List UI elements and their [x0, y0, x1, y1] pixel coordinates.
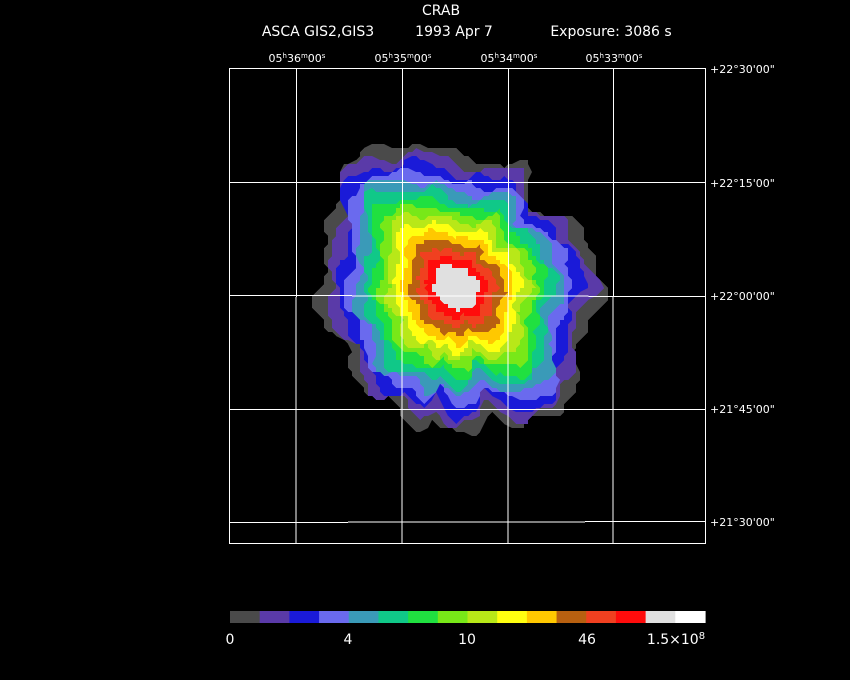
colorbar-swatch — [467, 611, 498, 623]
ra-gridline — [401, 68, 403, 544]
colorbar-swatch — [586, 611, 617, 623]
dec-tick-label: +22°30'00" — [710, 63, 775, 76]
dec-gridline — [229, 521, 706, 523]
colorbar-swatch — [497, 611, 528, 623]
ra-gridline — [507, 68, 509, 544]
colorbar-swatch — [230, 611, 261, 623]
exposure-label: Exposure: 3086 s — [550, 24, 671, 40]
ra-gridline — [295, 68, 297, 544]
colorbar-swatch — [645, 611, 676, 623]
instrument-label: ASCA GIS2,GIS3 — [262, 24, 374, 40]
ra-axis-labels: 05h36m00s 05h35m00s 05h34m00s 05h33m00s — [269, 52, 643, 65]
colorbar-swatch — [378, 611, 409, 623]
intensity-colorbar — [230, 611, 706, 623]
colorbar-swatch — [556, 611, 587, 623]
dec-axis-labels: +22°30'00" +22°15'00" +22°00'00" +21°45'… — [710, 63, 775, 529]
colorbar-swatch — [289, 611, 320, 623]
observation-date: 1993 Apr 7 — [415, 24, 493, 40]
colorbar-labels: 0 4 10 46 1.5×108 — [226, 631, 706, 649]
dec-tick-label: +21°30'00" — [710, 516, 775, 529]
ra-tick-label: 05h34m00s — [481, 52, 538, 65]
colorbar-swatch — [348, 611, 380, 623]
colorbar-swatch — [437, 611, 469, 623]
colorbar-swatch — [526, 611, 558, 623]
dec-tick-label: +22°00'00" — [710, 290, 775, 303]
colorbar-swatch — [615, 611, 647, 623]
dec-tick-label: +21°45'00" — [710, 403, 775, 416]
colorbar-swatch — [408, 611, 439, 623]
ra-gridline — [612, 68, 614, 544]
colorbar-label: 0 — [226, 632, 235, 648]
coordinate-grid — [229, 68, 706, 544]
object-title: CRAB — [422, 3, 460, 19]
colorbar-swatch — [259, 611, 290, 623]
colorbar-swatch — [675, 611, 706, 623]
ra-tick-label: 05h36m00s — [269, 52, 326, 65]
ra-tick-label: 05h33m00s — [586, 52, 643, 65]
colorbar-swatch — [319, 611, 350, 623]
plot-frame — [229, 68, 706, 544]
colorbar-label: 10 — [458, 632, 476, 648]
xray-intensity-image — [312, 144, 608, 436]
ra-tick-label: 05h35m00s — [375, 52, 432, 65]
colorbar-label: 4 — [344, 632, 353, 648]
dec-gridline — [229, 295, 706, 297]
colorbar-label: 46 — [578, 632, 596, 648]
intensity-contour-band — [432, 264, 480, 312]
colorbar-label: 1.5×108 — [647, 631, 705, 649]
dec-tick-label: +22°15'00" — [710, 177, 775, 190]
